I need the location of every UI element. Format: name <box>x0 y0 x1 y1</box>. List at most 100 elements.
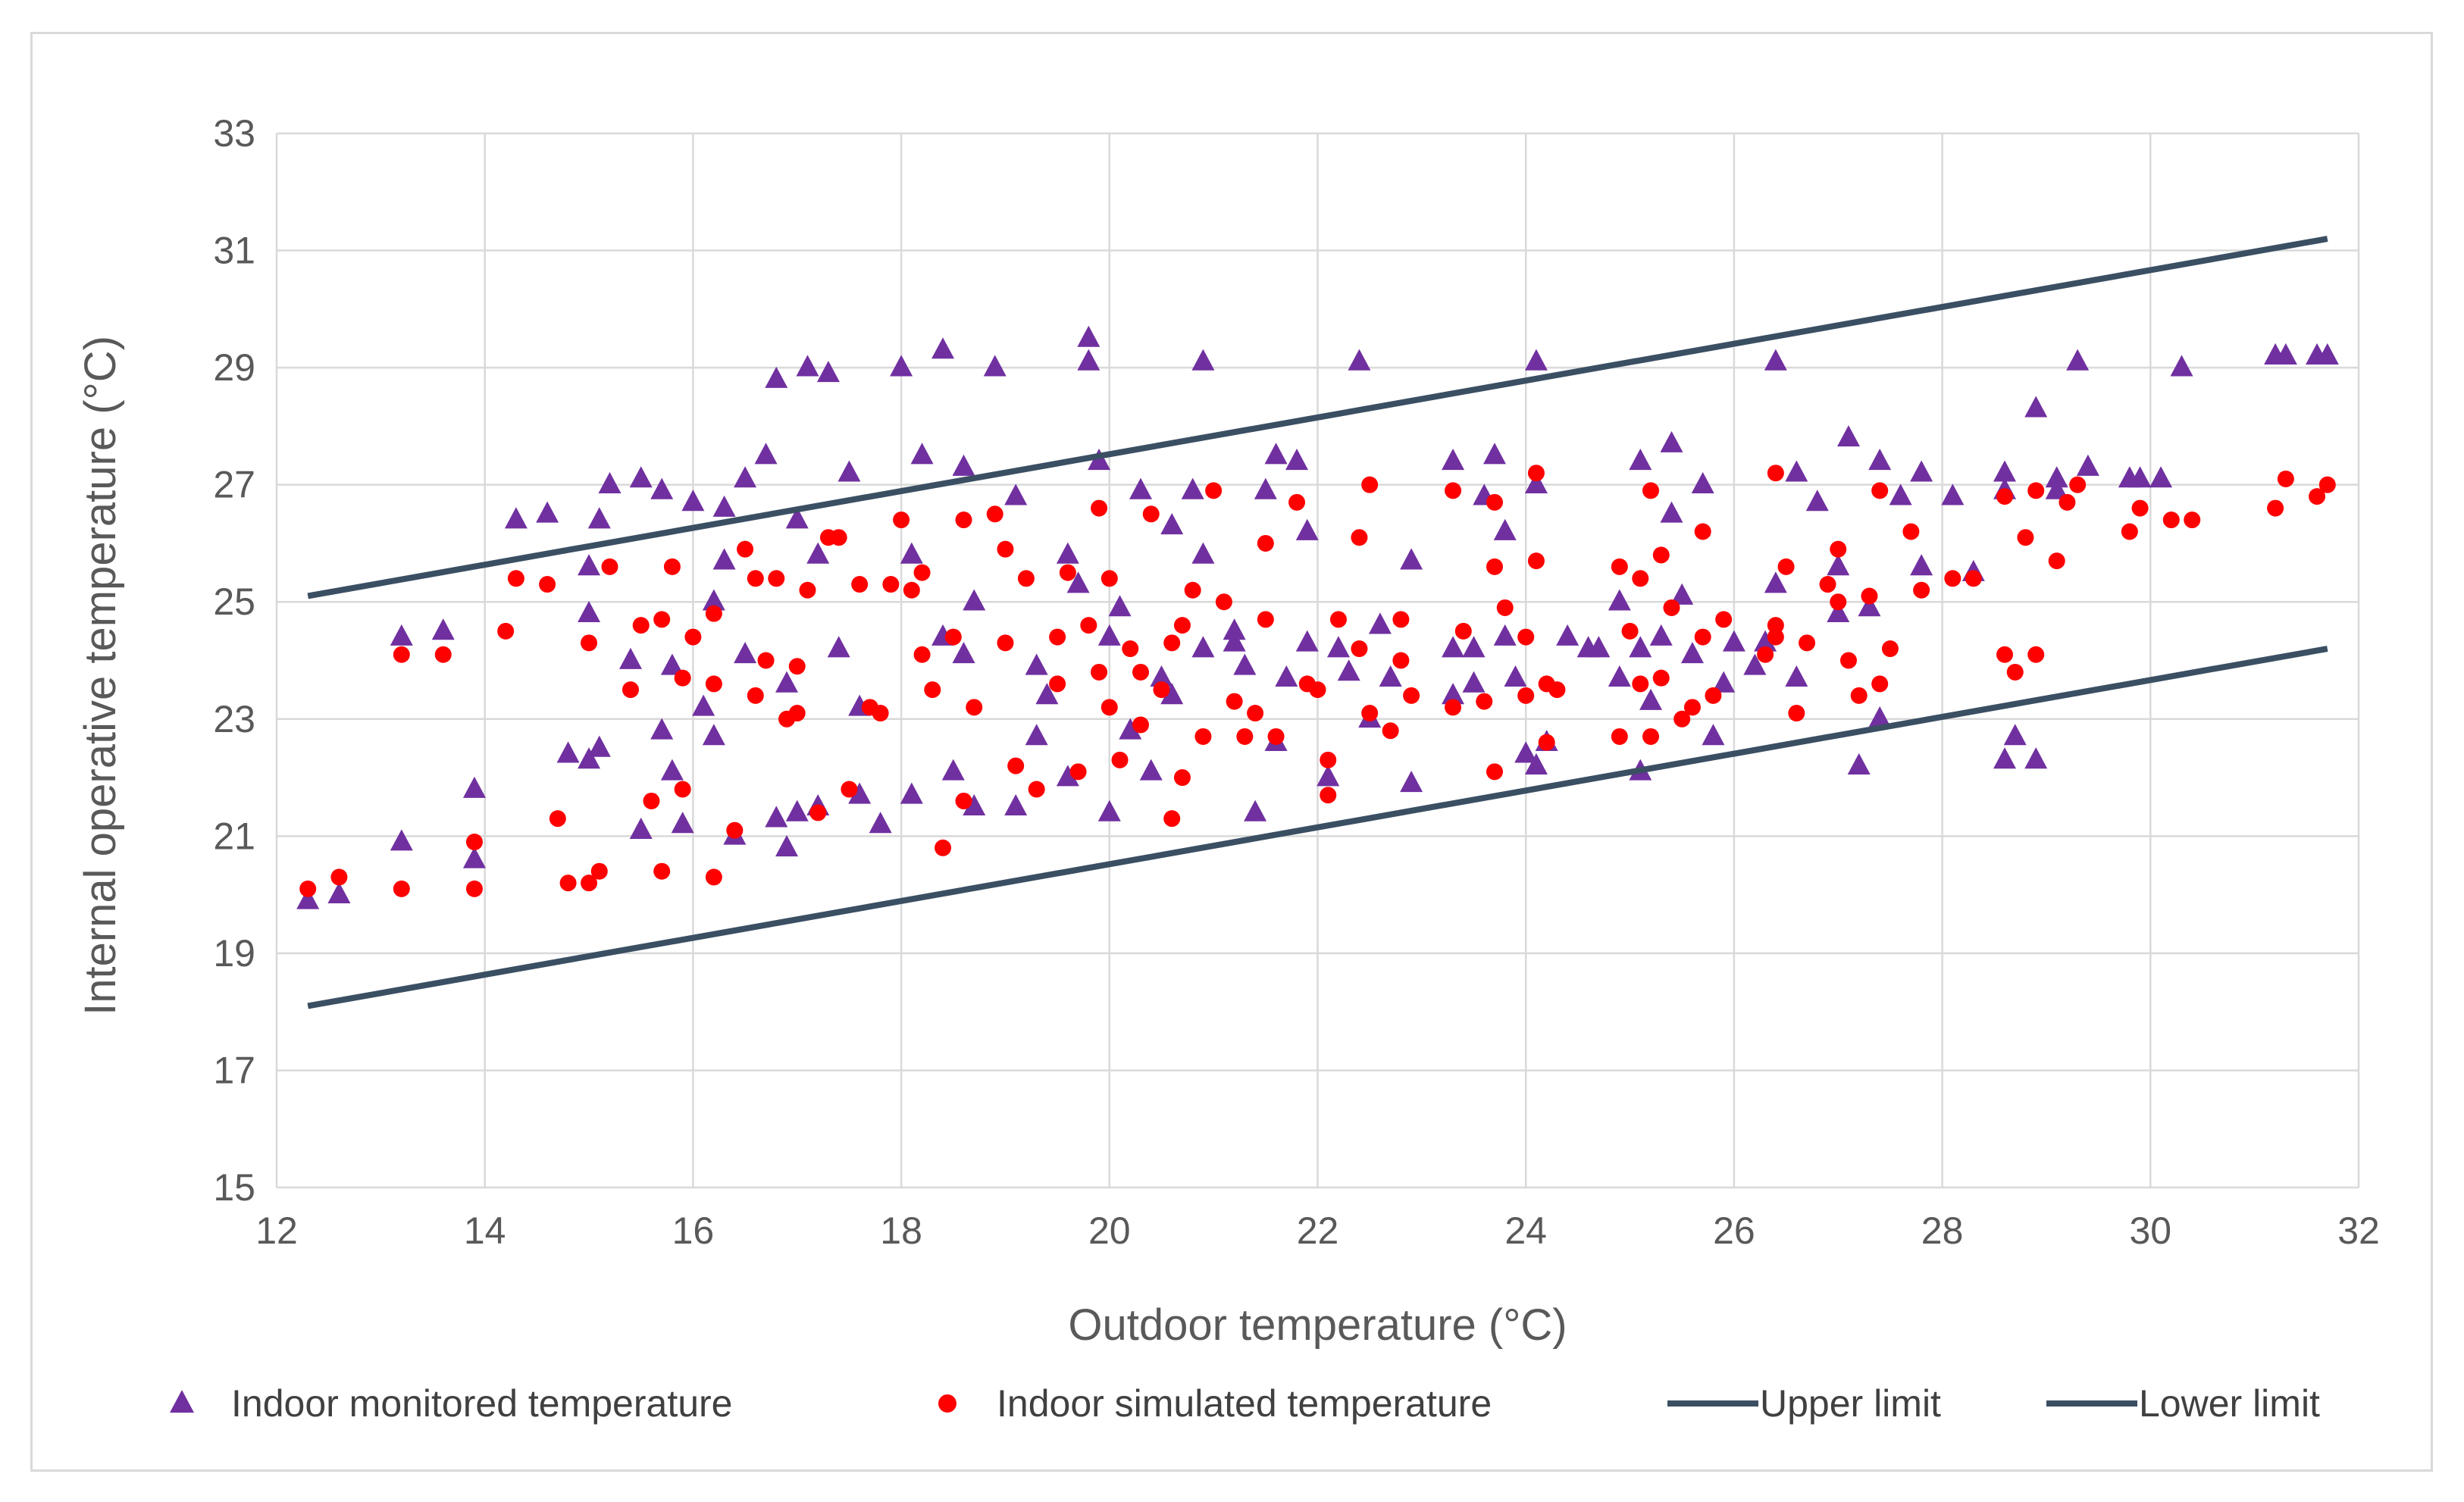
simulated-point <box>1913 581 1930 599</box>
simulated-point <box>1673 710 1691 728</box>
monitored-point <box>1191 349 1215 371</box>
monitored-point <box>775 835 799 857</box>
monitored-point <box>629 466 653 488</box>
simulated-point <box>1153 681 1170 699</box>
monitored-point <box>931 337 955 359</box>
monitored-point <box>1868 449 1892 471</box>
monitored-point <box>327 881 351 903</box>
monitored-point <box>1442 636 1465 658</box>
simulated-point <box>2069 476 2087 493</box>
simulated-point <box>1996 488 2014 505</box>
monitored-point <box>827 636 850 658</box>
simulated-point <box>1527 465 1545 482</box>
legend-triangle-marker <box>170 1390 194 1413</box>
monitored-point <box>816 361 840 383</box>
simulated-point <box>747 687 764 704</box>
monitored-point <box>2076 454 2099 476</box>
monitored-point <box>660 759 684 781</box>
simulated-point <box>1163 634 1181 652</box>
simulated-point <box>1830 593 1847 611</box>
monitored-point <box>1066 571 1090 593</box>
simulated-point <box>1705 687 1722 704</box>
legend-label: Indoor simulated temperature <box>997 1382 1492 1425</box>
monitored-point <box>671 812 694 834</box>
x-tick-label: 12 <box>255 1209 298 1252</box>
simulated-point <box>997 540 1014 558</box>
monitored-point <box>2149 466 2173 488</box>
simulated-point <box>1611 558 1628 575</box>
simulated-point <box>1694 628 1711 646</box>
simulated-point <box>1257 534 1274 552</box>
monitored-point <box>1035 683 1059 705</box>
x-tick-label: 26 <box>1713 1209 1755 1252</box>
x-axis-title: Outdoor temperature (°C) <box>1068 1300 1567 1350</box>
simulated-point <box>1059 564 1076 581</box>
simulated-point <box>2048 552 2065 570</box>
simulated-point <box>1850 687 1868 704</box>
simulated-point <box>1101 699 1118 716</box>
simulated-point <box>788 658 806 675</box>
simulated-point <box>1361 476 1379 493</box>
x-tick-label: 32 <box>2337 1209 2380 1252</box>
monitored-point <box>1181 477 1204 499</box>
monitored-point <box>1608 589 1631 611</box>
monitored-point <box>1764 571 1787 593</box>
simulated-point <box>684 628 702 646</box>
monitored-point <box>1077 349 1101 371</box>
simulated-point <box>1902 523 1920 540</box>
tick-labels: 15 17 19 21 23 25 27 29 31 33 12 14 16 18 20 22 24 26 28 30… <box>213 112 2379 1252</box>
simulated-point <box>1517 687 1535 704</box>
monitored-point <box>2118 466 2141 488</box>
simulated-point <box>1642 482 1660 499</box>
monitored-point <box>1785 665 1808 687</box>
monitored-point <box>1827 600 1850 623</box>
monitored-point <box>869 812 892 834</box>
monitored-point <box>1295 630 1319 652</box>
monitored-point <box>1442 683 1465 705</box>
y-tick-label: 27 <box>213 464 255 506</box>
simulated-point <box>997 634 1014 652</box>
simulated-point <box>768 570 785 587</box>
monitored-point <box>1712 671 1736 693</box>
simulated-point <box>966 699 983 716</box>
simulated-point <box>1652 669 1670 687</box>
simulated-point <box>1361 705 1379 722</box>
simulated-point <box>1017 570 1035 587</box>
simulated-point <box>935 839 952 856</box>
monitored-point <box>1056 542 1079 564</box>
simulated-point <box>1881 640 1899 658</box>
simulated-point <box>1715 611 1733 628</box>
y-tick-label: 33 <box>213 112 255 155</box>
simulated-point <box>1122 640 1139 658</box>
monitored-point <box>2315 343 2339 365</box>
monitored-point <box>1680 642 1704 664</box>
simulated-point <box>1049 675 1066 693</box>
simulated-point <box>2184 512 2201 529</box>
simulated-point <box>1799 634 1816 652</box>
legend-circle-marker <box>938 1394 956 1413</box>
simulated-point <box>705 868 722 886</box>
x-tick-label: 22 <box>1297 1209 1339 1252</box>
simulated-point <box>1101 570 1118 587</box>
monitored-point <box>1233 653 1257 675</box>
monitored-point <box>1836 425 1860 447</box>
simulated-point <box>913 646 931 663</box>
simulated-point <box>1538 734 1555 751</box>
simulated-point <box>1215 593 1232 611</box>
monitored-point <box>785 507 809 529</box>
simulated-point <box>1049 628 1066 646</box>
monitored-point <box>1379 665 1402 687</box>
legend-label: Lower limit <box>2139 1382 2320 1425</box>
simulated-point <box>1111 751 1129 768</box>
simulated-point <box>1445 699 1462 716</box>
legend-label: Indoor monitored temperature <box>231 1382 732 1425</box>
simulated-point <box>1247 705 1264 722</box>
monitored-point <box>1119 718 1142 740</box>
simulated-point <box>830 529 847 546</box>
simulated-point <box>1871 675 1889 693</box>
monitored-point <box>660 653 684 675</box>
monitored-point <box>1524 349 1548 371</box>
simulated-point <box>559 875 577 892</box>
monitored-point <box>1743 653 1767 675</box>
